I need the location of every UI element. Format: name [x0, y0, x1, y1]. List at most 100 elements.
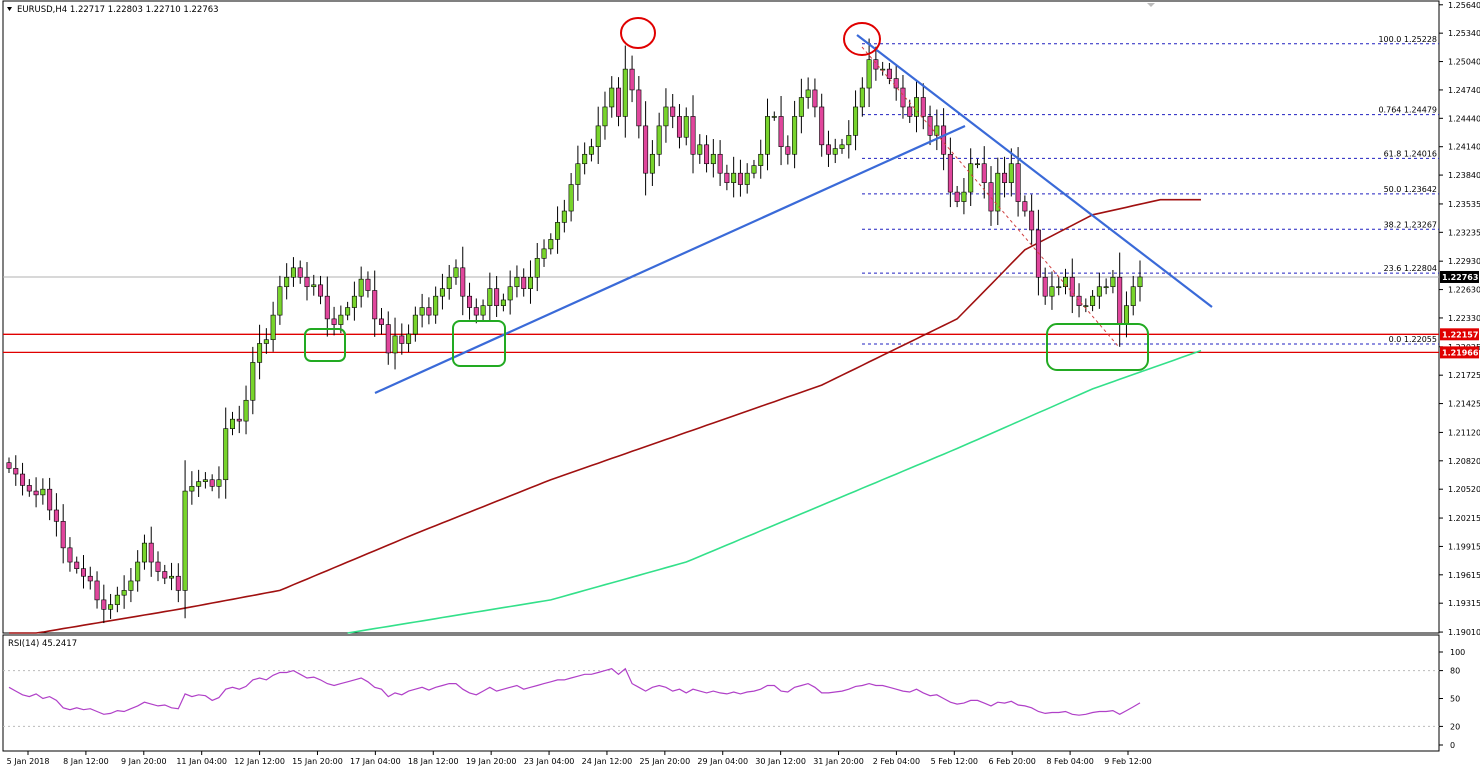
candle: [629, 55, 635, 103]
candle-body: [1002, 172, 1008, 183]
candle: [825, 130, 831, 167]
candle-body: [900, 87, 906, 108]
candle: [20, 462, 26, 496]
candle: [67, 537, 73, 572]
candle: [1063, 268, 1069, 295]
candle: [819, 93, 825, 157]
candle-body: [87, 575, 93, 582]
candle-body: [961, 191, 967, 202]
price-tags: 1.22763 1.22157 1.21966: [1440, 270, 1479, 359]
candle-body: [555, 222, 561, 240]
candle: [80, 555, 86, 589]
candle: [798, 78, 804, 134]
candle: [318, 275, 324, 305]
candle-body: [202, 479, 208, 482]
candle-body: [60, 521, 66, 549]
candle: [920, 83, 926, 130]
candle-body: [94, 580, 100, 601]
candle: [697, 134, 703, 164]
time-tick-label: 12 Jan 12:00: [234, 757, 285, 766]
candle: [954, 185, 960, 208]
candle: [568, 173, 574, 222]
candle: [676, 104, 682, 149]
candle: [40, 478, 46, 505]
candle-body: [548, 239, 554, 250]
candle-body: [182, 490, 188, 591]
price-tag-box: [1440, 328, 1479, 341]
candle: [805, 77, 811, 109]
scroll-marker-icon[interactable]: [1147, 3, 1155, 7]
candle: [378, 308, 384, 335]
candle: [433, 286, 439, 324]
dropdown-triangle-icon[interactable]: [7, 7, 12, 11]
candle: [216, 466, 222, 499]
price-tick-label: 1.24440: [1448, 114, 1480, 123]
price-tick-label: 1.19010: [1448, 628, 1480, 637]
candle-body: [825, 144, 831, 155]
candle: [135, 550, 141, 592]
candle: [561, 199, 567, 233]
candle: [1049, 271, 1055, 310]
fib-level-label: 61.8 1.24016: [1384, 149, 1437, 158]
candle-body: [1015, 163, 1021, 202]
candle-body: [886, 68, 892, 79]
candle: [236, 405, 242, 434]
candle-body: [995, 172, 1001, 212]
candle: [169, 562, 175, 591]
candle-body: [683, 116, 689, 138]
candle-body: [189, 486, 195, 492]
fib-level-label: 38.2 1.23267: [1384, 220, 1437, 229]
candle-body: [270, 314, 276, 341]
candle: [853, 90, 859, 151]
candle: [426, 297, 432, 325]
candle: [53, 493, 59, 537]
candle: [636, 76, 642, 139]
candle: [792, 100, 798, 169]
candle-body: [378, 318, 384, 325]
candle-body: [656, 125, 662, 155]
candle-body: [494, 288, 500, 306]
long-moving-average: [347, 349, 1202, 634]
candle-body: [514, 276, 520, 288]
candle-body: [1083, 305, 1089, 307]
candle: [886, 62, 892, 85]
rsi-tick-label: 100: [1450, 648, 1465, 657]
candle-body: [670, 106, 676, 117]
candle: [588, 138, 594, 162]
candle-body: [1130, 286, 1136, 306]
candle-body: [338, 314, 344, 325]
candle: [372, 270, 378, 337]
candle-body: [859, 87, 865, 108]
candle-body: [250, 362, 256, 401]
candle-body: [636, 89, 642, 127]
candle-body: [697, 144, 703, 155]
candle-body: [805, 89, 811, 98]
candle-body: [595, 125, 601, 148]
candle-body: [974, 163, 980, 166]
price-tick-label: 1.20520: [1448, 485, 1480, 494]
candle: [1103, 278, 1109, 295]
candle: [47, 477, 53, 521]
candle: [663, 88, 669, 143]
support-highlight-box: [1046, 323, 1149, 371]
candle-body: [284, 276, 290, 288]
candle-body: [839, 144, 845, 149]
candle: [1076, 283, 1082, 318]
candle: [385, 311, 391, 365]
candle-body: [277, 286, 283, 316]
price-tick-label: 1.25040: [1448, 58, 1480, 67]
candle-body: [731, 172, 737, 183]
candle-body: [365, 278, 371, 291]
fib-level-label: 50.0 1.23642: [1384, 185, 1437, 194]
candle: [290, 257, 296, 287]
candle: [704, 135, 710, 173]
candle-body: [128, 580, 134, 591]
candle: [602, 91, 608, 140]
candle: [914, 79, 920, 133]
candle-body: [311, 284, 317, 288]
candle: [1042, 267, 1048, 305]
candle: [487, 272, 493, 321]
price-tick-label: 1.20820: [1448, 457, 1480, 466]
candle: [724, 164, 730, 191]
